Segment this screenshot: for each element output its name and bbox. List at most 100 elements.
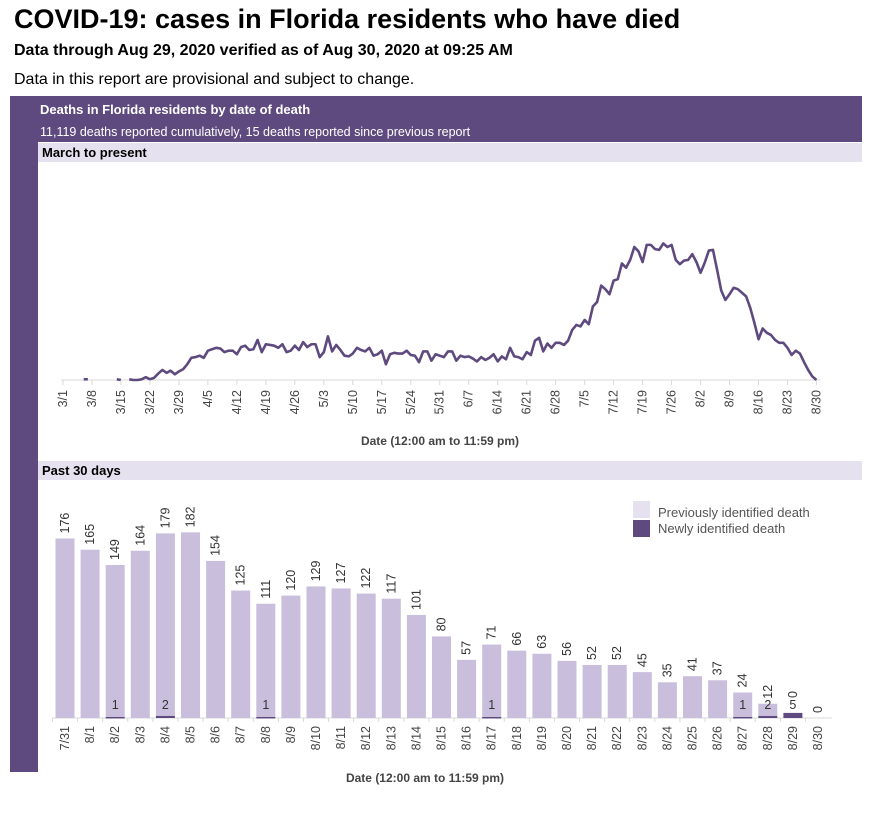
line-chart-x-tick-label: 4/12	[230, 390, 244, 414]
bar-previous-value-label: 164	[133, 525, 147, 546]
bar-previous-death	[457, 659, 477, 718]
bar-previous-death	[155, 533, 175, 716]
bar-new-value-label: 2	[162, 698, 169, 712]
bar-previous-value-label: 45	[635, 653, 649, 667]
bar-previous-death	[607, 664, 627, 718]
line-chart-x-tick-label: 6/21	[520, 390, 534, 414]
bar-previous-death	[632, 672, 652, 718]
bar-previous-value-label: 56	[560, 642, 574, 656]
bar-previous-death	[181, 532, 200, 718]
bar-previous-death	[582, 664, 602, 718]
bar-previous-death	[482, 644, 502, 717]
line-series-deaths	[129, 242, 818, 382]
bar-chart-x-tick-label: 8/29	[786, 726, 800, 750]
legend-label-previous: Previously identified death	[658, 505, 810, 520]
line-chart-x-tick-label: 4/19	[259, 390, 273, 414]
bar-new-death	[105, 716, 125, 719]
panel-title: Deaths in Florida residents by date of d…	[40, 102, 311, 117]
bar-previous-value-label: 120	[284, 570, 298, 591]
bar-new-death	[482, 716, 502, 719]
panel-sidebar	[10, 96, 38, 772]
bar-previous-death	[256, 603, 276, 717]
line-chart-x-tick-label: 5/10	[346, 390, 360, 414]
bar-previous-death	[708, 680, 728, 718]
bar-chart-x-tick-label: 8/2	[108, 726, 122, 743]
bar-previous-value-label: 122	[359, 568, 373, 589]
bar-previous-death	[356, 593, 376, 718]
bar-previous-death	[758, 703, 778, 716]
bar-previous-death	[532, 653, 552, 718]
bar-previous-death	[381, 598, 401, 718]
bar-previous-value-label: 0	[786, 691, 800, 698]
line-chart-x-tick-label: 8/9	[723, 390, 737, 407]
bar-chart-x-tick-label: 8/13	[384, 726, 398, 750]
bar-previous-death	[432, 636, 451, 718]
bar-previous-death	[231, 590, 251, 718]
line-chart-x-tick-label: 8/2	[694, 390, 708, 407]
bar-chart-x-tick-label: 8/11	[334, 726, 348, 749]
bar-chart-x-tick-label: 8/15	[435, 726, 449, 750]
line-chart-x-tick-label: 7/5	[578, 390, 592, 407]
bar-previous-value-label: 179	[158, 507, 172, 528]
bar-chart-x-tick-label: 8/20	[560, 726, 574, 750]
line-chart-x-axis-title: Date (12:00 am to 11:59 pm)	[361, 434, 519, 448]
bar-previous-value-label: 41	[686, 657, 700, 671]
line-chart-x-tick-label: 5/17	[375, 390, 389, 414]
line-chart-x-tick-label: 8/23	[781, 390, 795, 414]
bar-previous-value-label: 57	[460, 641, 474, 655]
bar-chart-x-tick-label: 8/8	[259, 726, 273, 743]
section-header-past-30-days: Past 30 days	[38, 461, 862, 480]
bar-chart-x-tick-label: 8/4	[158, 726, 172, 743]
line-chart-x-tick-label: 4/26	[288, 390, 302, 414]
bar-chart-x-tick-label: 8/9	[284, 726, 298, 743]
line-chart-x-tick-label: 6/28	[549, 390, 563, 414]
bar-previous-value-label: 101	[409, 589, 423, 610]
bar-new-death	[256, 716, 276, 719]
bar-previous-death	[80, 549, 100, 718]
bar-previous-value-label: 63	[535, 635, 549, 649]
bar-previous-value-label: 12	[761, 685, 775, 699]
bar-chart-x-tick-label: 8/24	[660, 726, 674, 750]
bar-chart-x-tick-label: 8/26	[711, 726, 725, 750]
bar-new-value-label: 1	[262, 698, 269, 712]
bar-previous-value-label: 117	[384, 574, 398, 594]
bar-previous-death	[557, 660, 577, 718]
bar-previous-value-label: 154	[209, 535, 223, 556]
data-date-subtitle: Data through Aug 29, 2020 verified as of…	[14, 42, 513, 59]
bar-previous-death	[55, 538, 75, 718]
bar-new-death	[758, 715, 778, 718]
panel-banner	[10, 96, 862, 142]
bar-new-value-label: 1	[739, 698, 746, 712]
bar-chart-x-axis-title: Date (12:00 am to 11:59 pm)	[346, 771, 504, 785]
legend-swatch-new	[633, 520, 650, 537]
bar-previous-value-label: 52	[610, 646, 624, 660]
section-header-march-to-present: March to present	[38, 143, 862, 162]
bar-previous-value-label: 52	[585, 646, 599, 660]
bar-chart-x-tick-label: 8/10	[309, 726, 323, 750]
bar-chart-x-tick-label: 8/17	[485, 726, 499, 750]
bar-previous-death	[683, 676, 702, 718]
bar-previous-value-label: 0	[811, 706, 825, 713]
bar-chart-x-tick-label: 8/3	[133, 726, 147, 743]
bar-previous-value-label: 165	[83, 524, 97, 545]
bar-previous-value-label: 111	[259, 580, 273, 599]
bar-previous-death	[507, 650, 527, 718]
bar-new-value-label: 1	[488, 698, 495, 712]
bar-new-death	[733, 716, 753, 719]
line-chart-x-tick-label: 7/26	[665, 390, 679, 414]
bar-previous-death	[406, 614, 426, 718]
bar-chart-x-tick-label: 8/28	[761, 726, 775, 750]
section-title: Past 30 days	[42, 463, 121, 478]
bar-previous-value-label: 149	[108, 539, 122, 560]
bar-chart-x-tick-label: 8/25	[686, 726, 700, 750]
bar-chart-x-tick-label: 8/14	[409, 726, 423, 750]
bar-chart-x-tick-label: 8/27	[736, 726, 750, 750]
bar-previous-value-label: 80	[435, 617, 449, 631]
bar-new-death	[155, 715, 175, 718]
bar-new-value-label: 5	[789, 698, 796, 712]
bar-chart-x-tick-label: 8/22	[610, 726, 624, 750]
legend-swatch-previous	[633, 501, 650, 518]
section-title: March to present	[42, 145, 147, 160]
line-chart-x-tick-label: 6/14	[491, 390, 505, 414]
bar-chart-x-tick-label: 8/30	[811, 726, 825, 750]
